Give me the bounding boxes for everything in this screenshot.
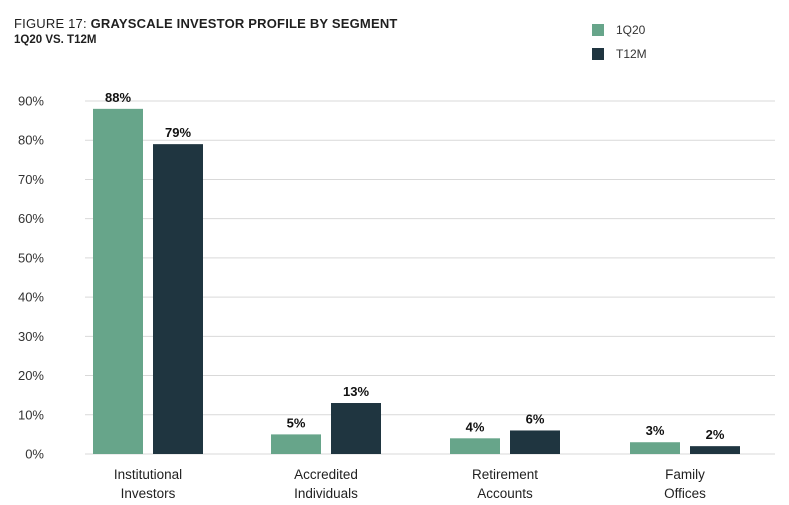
y-tick-label: 20% — [18, 368, 44, 383]
legend-label-1q20: 1Q20 — [616, 23, 646, 37]
x-category-label: Institutional — [114, 467, 182, 482]
bar — [510, 430, 560, 454]
bar — [630, 442, 680, 454]
legend: 1Q20 T12M — [592, 22, 647, 70]
data-label: 4% — [466, 419, 485, 434]
y-tick-label: 70% — [18, 172, 44, 187]
data-label: 3% — [646, 423, 665, 438]
y-tick-label: 60% — [18, 211, 44, 226]
title-text: GRAYSCALE INVESTOR PROFILE BY SEGMENT — [90, 16, 398, 31]
y-tick-label: 30% — [18, 329, 44, 344]
data-label: 2% — [706, 427, 725, 442]
y-tick-label: 10% — [18, 407, 44, 422]
x-category-label: Investors — [121, 486, 176, 501]
legend-item-t12m: T12M — [592, 46, 647, 62]
data-label: 88% — [105, 90, 131, 105]
y-tick-label: 40% — [18, 290, 44, 305]
figure-prefix: FIGURE 17: — [14, 16, 91, 31]
bar — [271, 434, 321, 454]
x-category-label: Accredited — [294, 467, 358, 482]
bar — [331, 403, 381, 454]
y-tick-label: 0% — [25, 447, 44, 462]
y-tick-label: 90% — [18, 94, 44, 109]
legend-swatch-1q20 — [592, 24, 604, 36]
data-label: 5% — [287, 415, 306, 430]
data-label: 6% — [526, 411, 545, 426]
chart-title: FIGURE 17: GRAYSCALE INVESTOR PROFILE BY… — [14, 16, 398, 31]
bar — [690, 446, 740, 454]
x-category-label: Individuals — [294, 486, 358, 501]
bar — [153, 144, 203, 454]
data-label: 13% — [343, 384, 369, 399]
x-category-label: Accounts — [477, 486, 533, 501]
y-tick-label: 50% — [18, 250, 44, 265]
x-category-label: Family — [665, 467, 705, 482]
x-category-label: Offices — [664, 486, 706, 501]
chart-header: FIGURE 17: GRAYSCALE INVESTOR PROFILE BY… — [14, 16, 398, 46]
legend-swatch-t12m — [592, 48, 604, 60]
x-category-label: Retirement — [472, 467, 538, 482]
bar — [450, 438, 500, 454]
bar — [93, 108, 143, 454]
legend-label-t12m: T12M — [616, 47, 647, 61]
y-tick-label: 80% — [18, 133, 44, 148]
chart-subtitle: 1Q20 VS. T12M — [14, 34, 97, 46]
legend-item-1q20: 1Q20 — [592, 22, 647, 38]
data-label: 79% — [165, 125, 191, 140]
